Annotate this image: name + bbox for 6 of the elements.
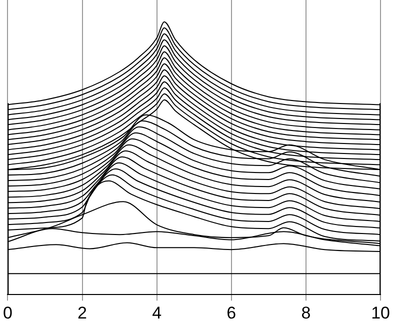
x-tick-label: 8 bbox=[301, 303, 311, 322]
x-tick-label: 6 bbox=[226, 303, 236, 322]
x-tick-label: 4 bbox=[152, 303, 162, 322]
x-tick-label: 10 bbox=[371, 303, 390, 322]
x-tick-label: 0 bbox=[2, 303, 12, 322]
x-tick-label: 2 bbox=[78, 303, 88, 322]
